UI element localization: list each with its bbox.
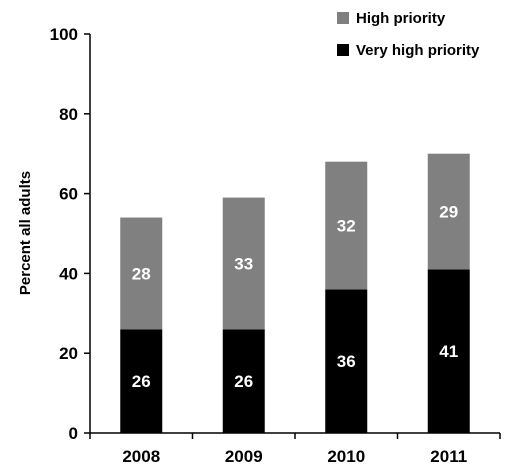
legend: High priority Very high priority bbox=[337, 10, 480, 59]
y-axis-title: Percent all adults bbox=[17, 171, 34, 295]
x-tick-label: 2010 bbox=[327, 447, 365, 466]
bar-segment bbox=[325, 289, 368, 433]
y-tick-label: 20 bbox=[59, 344, 78, 363]
data-label: 29 bbox=[439, 203, 458, 222]
legend-label: Very high priority bbox=[356, 42, 480, 59]
data-label: 41 bbox=[439, 342, 458, 361]
y-tick-label: 60 bbox=[59, 185, 78, 204]
legend-swatch bbox=[337, 12, 349, 24]
labels: 26 28 26 33 36 32 41 29 bbox=[132, 203, 458, 392]
y-tick-label: 0 bbox=[69, 424, 78, 443]
bar-segment bbox=[325, 161, 368, 290]
y-tick-label: 40 bbox=[59, 264, 78, 283]
x-tick-label: 2009 bbox=[225, 447, 263, 466]
bars bbox=[120, 153, 470, 433]
bar-segment bbox=[120, 217, 163, 330]
data-label: 28 bbox=[132, 264, 151, 283]
legend-swatch bbox=[337, 44, 349, 56]
y-tick-label: 100 bbox=[50, 25, 78, 44]
bar-segment bbox=[222, 197, 265, 330]
y-tick-label: 80 bbox=[59, 105, 78, 124]
data-label: 36 bbox=[337, 352, 356, 371]
x-tick-label: 2011 bbox=[430, 447, 467, 466]
axes: 0 20 40 60 80 100 2008 2009 2010 2011 bbox=[50, 25, 501, 466]
data-label: 26 bbox=[132, 372, 151, 391]
x-tick-label: 2008 bbox=[122, 447, 160, 466]
bar-segment bbox=[427, 153, 470, 270]
bar-segment bbox=[222, 329, 265, 433]
legend-label: High priority bbox=[356, 10, 446, 27]
data-label: 32 bbox=[337, 217, 356, 236]
bar-segment bbox=[427, 269, 470, 433]
bar-segment bbox=[120, 329, 163, 433]
data-label: 33 bbox=[234, 254, 253, 273]
data-label: 26 bbox=[234, 372, 253, 391]
